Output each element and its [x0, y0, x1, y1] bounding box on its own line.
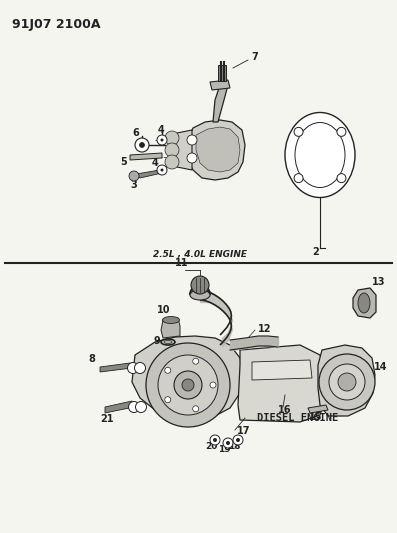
Circle shape	[213, 438, 217, 442]
Circle shape	[165, 143, 179, 157]
Circle shape	[233, 435, 243, 445]
Text: 17: 17	[237, 426, 251, 436]
Ellipse shape	[358, 293, 370, 313]
Polygon shape	[161, 318, 180, 338]
Text: 19: 19	[218, 445, 230, 454]
Circle shape	[294, 174, 303, 183]
Text: 4: 4	[152, 158, 159, 168]
Text: 6: 6	[132, 128, 139, 138]
Circle shape	[135, 401, 146, 413]
Text: 20: 20	[205, 442, 217, 451]
Polygon shape	[132, 336, 243, 420]
Circle shape	[236, 438, 240, 442]
Circle shape	[165, 155, 179, 169]
Circle shape	[319, 354, 375, 410]
Circle shape	[329, 364, 365, 400]
Circle shape	[157, 165, 167, 175]
Text: 13: 13	[372, 277, 385, 287]
Polygon shape	[353, 288, 376, 318]
Polygon shape	[105, 401, 134, 413]
Circle shape	[187, 135, 197, 145]
Polygon shape	[210, 80, 230, 90]
Polygon shape	[252, 360, 312, 380]
Text: 11: 11	[175, 258, 189, 268]
Text: DIESEL ENGINE: DIESEL ENGINE	[257, 413, 339, 423]
Text: 91J07 2100A: 91J07 2100A	[12, 18, 100, 31]
Text: 4: 4	[158, 125, 165, 135]
Circle shape	[174, 371, 202, 399]
Circle shape	[129, 171, 139, 181]
Circle shape	[337, 127, 346, 136]
Circle shape	[182, 379, 194, 391]
Ellipse shape	[162, 317, 179, 324]
Text: 16: 16	[278, 405, 291, 415]
Text: 2: 2	[312, 247, 319, 257]
Text: 21: 21	[100, 414, 114, 424]
Text: 10: 10	[157, 305, 170, 315]
Circle shape	[338, 373, 356, 391]
Ellipse shape	[285, 112, 355, 198]
Circle shape	[160, 139, 164, 141]
Polygon shape	[130, 153, 162, 160]
Text: 18: 18	[228, 442, 240, 451]
Circle shape	[165, 397, 171, 403]
Text: 8: 8	[88, 354, 95, 364]
Circle shape	[127, 362, 139, 374]
Polygon shape	[186, 120, 245, 180]
Text: 15: 15	[309, 412, 323, 422]
Circle shape	[191, 276, 209, 294]
Polygon shape	[308, 405, 328, 413]
Circle shape	[187, 153, 197, 163]
Circle shape	[160, 168, 164, 172]
Polygon shape	[196, 127, 240, 172]
Circle shape	[193, 358, 199, 364]
Circle shape	[157, 135, 167, 145]
Text: 14: 14	[374, 362, 387, 372]
Polygon shape	[168, 130, 192, 170]
Circle shape	[294, 127, 303, 136]
Circle shape	[337, 174, 346, 183]
Text: 3: 3	[130, 180, 137, 190]
Ellipse shape	[295, 123, 345, 188]
Polygon shape	[238, 345, 325, 422]
Circle shape	[165, 367, 171, 373]
Circle shape	[193, 406, 199, 412]
Polygon shape	[213, 82, 228, 122]
Circle shape	[139, 142, 145, 148]
Ellipse shape	[190, 290, 210, 300]
Text: 9: 9	[153, 336, 160, 346]
Text: 2.5L , 4.0L ENGINE: 2.5L , 4.0L ENGINE	[153, 249, 247, 259]
Circle shape	[135, 362, 145, 374]
Text: 5: 5	[120, 157, 127, 167]
Circle shape	[210, 435, 220, 445]
Ellipse shape	[164, 341, 172, 343]
Circle shape	[226, 441, 230, 445]
Bar	[218, 65, 226, 81]
Polygon shape	[318, 345, 375, 416]
Circle shape	[223, 438, 233, 448]
Circle shape	[165, 131, 179, 145]
Circle shape	[135, 138, 149, 152]
Polygon shape	[100, 363, 132, 372]
Circle shape	[129, 401, 139, 413]
Circle shape	[210, 382, 216, 388]
Text: 12: 12	[258, 324, 272, 334]
Circle shape	[158, 355, 218, 415]
Text: 7: 7	[251, 52, 258, 62]
Circle shape	[146, 343, 230, 427]
Polygon shape	[136, 170, 162, 178]
